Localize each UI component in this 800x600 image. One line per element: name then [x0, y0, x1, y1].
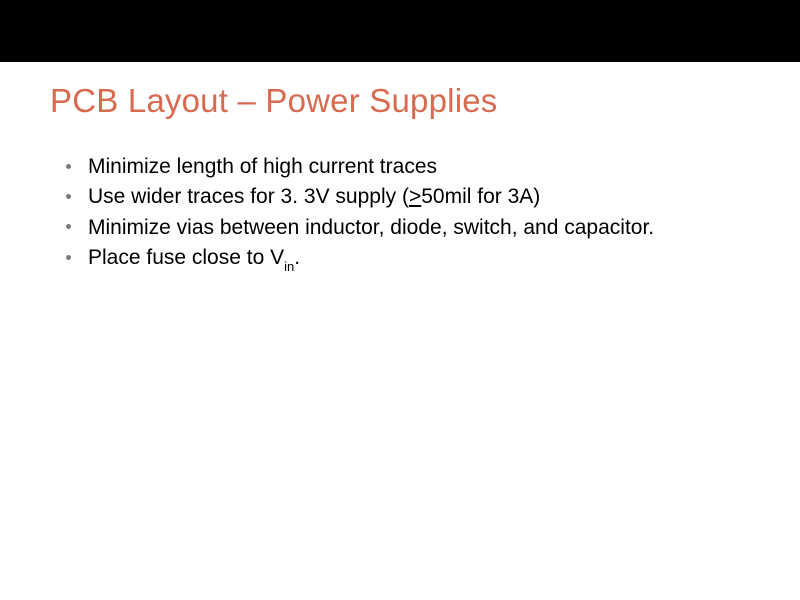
- bullet-text: Minimize vias between inductor, diode, s…: [88, 216, 654, 239]
- bullet-dot-icon: [66, 255, 71, 260]
- bullet-text-prefix: Place fuse close to V: [88, 246, 284, 269]
- bullet-list: Minimize length of high current traces U…: [50, 152, 750, 275]
- bullet-text-suffix: .: [294, 246, 300, 269]
- slide-title: PCB Layout – Power Supplies: [50, 82, 750, 120]
- bullet-text: Minimize length of high current traces: [88, 155, 437, 178]
- bullet-text-prefix: Use wider traces for 3. 3V supply (: [88, 185, 409, 208]
- bullet-dot-icon: [66, 224, 71, 229]
- bullet-dot-icon: [66, 194, 71, 199]
- bullet-text-subscript: in: [284, 259, 294, 274]
- list-item: Minimize length of high current traces: [60, 152, 750, 182]
- bullet-dot-icon: [66, 164, 71, 169]
- list-item: Minimize vias between inductor, diode, s…: [60, 213, 750, 243]
- list-item: Use wider traces for 3. 3V supply (>50mi…: [60, 182, 750, 212]
- slide-content: PCB Layout – Power Supplies Minimize len…: [0, 62, 800, 275]
- list-item: Place fuse close to Vin.: [60, 243, 750, 275]
- bullet-text-underlined: >: [409, 185, 421, 208]
- top-bar: [0, 0, 800, 62]
- bullet-text-suffix: 50mil for 3A): [421, 185, 540, 208]
